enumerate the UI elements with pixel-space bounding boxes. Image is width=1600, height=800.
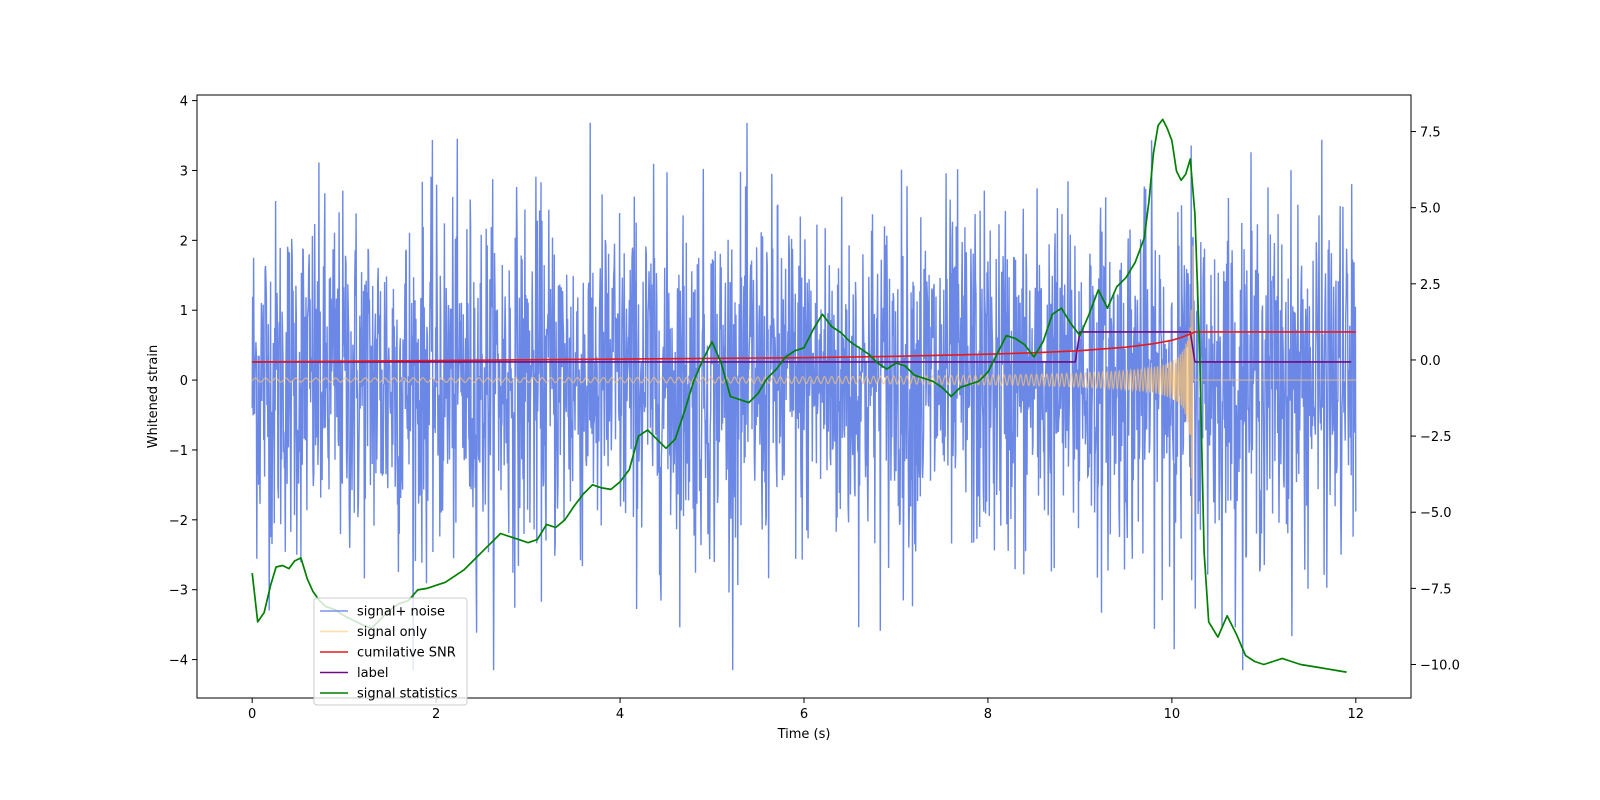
series-cumilative-snr-line [252,331,1356,363]
y2-tick-label: −10.0 [1420,659,1460,674]
series-signal-only-line [251,245,1356,515]
y2-tick-label: 2.5 [1420,278,1441,293]
series-label-line [252,331,1352,363]
y2-tick-label: −2.5 [1420,430,1452,445]
x-tick-label: 0 [248,707,256,722]
y2-axis-ticks: −10.0 −7.5 −5.0 −2.5 0.0 2.5 5.0 7.5 [1411,126,1460,674]
x-tick-label: 6 [800,707,808,722]
x-tick-label: 4 [616,707,624,722]
series-signal-statistics-line [251,118,1347,673]
legend-entry: signal only [357,625,427,640]
series-signal-noise-line [251,122,1357,671]
y-tick-label: −2 [169,514,188,529]
legend-entry: signal statistics [357,687,458,702]
x-tick-label: 10 [1164,707,1181,722]
legend-entry: signal+ noise [357,605,445,620]
y-tick-label: −1 [169,444,188,459]
legend-box [313,597,468,706]
y-tick-label: 4 [180,95,188,110]
y2-tick-label: 0.0 [1420,354,1441,369]
y-tick-label: 2 [180,234,188,249]
y-tick-label: −3 [169,584,188,599]
y2-tick-label: −7.5 [1420,582,1452,597]
y-tick-label: 3 [180,164,188,179]
x-tick-label: 12 [1348,707,1365,722]
y-tick-label: 0 [180,374,188,389]
y-tick-label: −4 [169,654,188,669]
legend-entry: cumilative SNR [357,646,456,661]
legend: signal+ noise signal only cumilative SNR la… [313,597,468,706]
series-layer [251,118,1357,673]
x-tick-label: 8 [984,707,992,722]
y-axis-ticks: −4 −3 −2 −1 0 1 2 3 4 [169,95,197,669]
legend-entry: label [357,666,388,681]
x-tick-label: 2 [432,707,440,722]
y2-tick-label: −5.0 [1420,506,1452,521]
y-axis-label: Whitened strain [146,345,161,448]
x-axis-ticks: 0 2 4 6 8 10 12 [248,698,1364,722]
y2-tick-label: 7.5 [1420,126,1441,141]
x-axis-label: Time (s) [777,727,831,742]
y2-tick-label: 5.0 [1420,202,1441,217]
y-tick-label: 1 [180,304,188,319]
